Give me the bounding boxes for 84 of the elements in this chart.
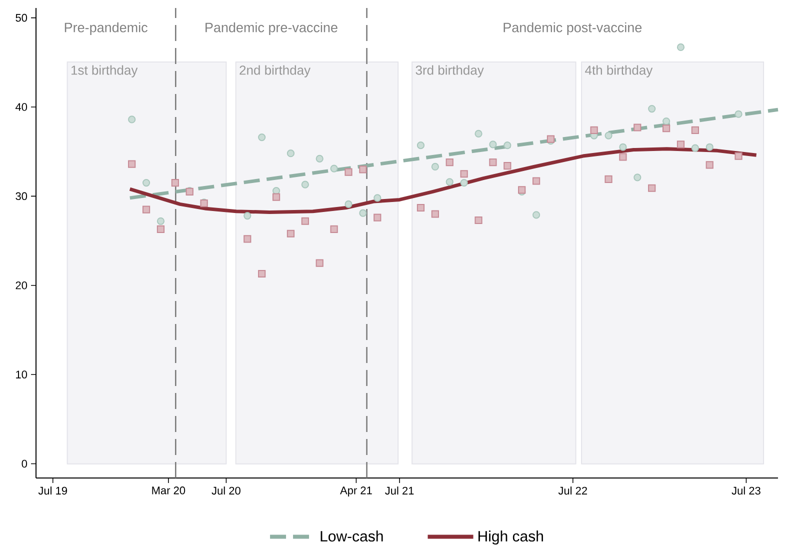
point xyxy=(691,126,699,134)
point xyxy=(344,168,352,176)
point xyxy=(128,160,136,168)
point xyxy=(301,217,309,225)
point xyxy=(619,153,627,161)
point xyxy=(142,206,150,214)
point xyxy=(460,170,468,178)
band-label: 2nd birthday xyxy=(240,65,311,78)
band-label: 4th birthday xyxy=(585,65,653,78)
point xyxy=(532,211,540,219)
point xyxy=(156,225,165,233)
point xyxy=(431,162,439,171)
point xyxy=(604,132,612,140)
x-tick-label: Jul 20 xyxy=(212,486,240,495)
annotation: Pre-pandemic xyxy=(64,22,148,35)
point xyxy=(706,161,714,169)
point xyxy=(590,126,598,134)
point xyxy=(286,150,295,158)
point xyxy=(662,124,670,132)
line-series xyxy=(128,147,758,214)
point xyxy=(619,143,627,151)
point xyxy=(691,144,699,152)
y-tick-label: 30 xyxy=(16,192,28,200)
y-tick-label: 40 xyxy=(16,103,28,111)
point xyxy=(634,124,642,132)
point xyxy=(272,193,280,201)
point xyxy=(244,235,252,243)
y-tick-label: 20 xyxy=(16,281,28,290)
point xyxy=(171,178,179,187)
point xyxy=(662,117,670,126)
point xyxy=(648,184,656,192)
band-label: 3rd birthday xyxy=(416,65,484,78)
x-tick-label: Jul 21 xyxy=(385,486,414,495)
point xyxy=(258,270,266,278)
x-tick-label: Apr 21 xyxy=(340,486,372,496)
band-label: 1st birthday xyxy=(72,65,138,78)
point xyxy=(359,209,367,217)
point xyxy=(286,230,295,238)
point xyxy=(734,110,742,118)
point xyxy=(504,142,512,150)
point xyxy=(156,217,165,225)
point xyxy=(330,164,338,172)
legend-label: Low-cash xyxy=(320,530,383,542)
point xyxy=(359,166,367,174)
point xyxy=(489,140,497,148)
x-tick-label: Jul 23 xyxy=(732,486,760,495)
y-tick-label: 10 xyxy=(16,370,28,378)
point xyxy=(604,175,612,184)
point xyxy=(330,225,338,233)
point xyxy=(676,140,685,148)
x-tick-label: Jul 19 xyxy=(38,486,68,495)
point xyxy=(316,154,324,163)
point xyxy=(446,178,454,186)
point xyxy=(416,204,425,212)
x-tick-label: Jul 22 xyxy=(558,486,587,495)
point xyxy=(474,216,482,224)
point xyxy=(474,130,482,138)
point xyxy=(489,158,497,166)
point xyxy=(258,134,266,142)
point xyxy=(648,104,656,113)
point xyxy=(316,259,324,267)
point xyxy=(706,143,714,151)
point xyxy=(244,212,252,220)
point xyxy=(374,194,382,202)
x-tick-label: Mar 20 xyxy=(152,486,186,494)
y-tick-label: 0 xyxy=(22,460,28,468)
point xyxy=(734,152,742,160)
point xyxy=(142,178,150,187)
point xyxy=(344,200,352,208)
point xyxy=(446,158,454,166)
legend-label: High cash xyxy=(478,530,543,545)
point xyxy=(532,177,540,185)
annotation: Pandemic post-vaccine xyxy=(504,22,642,35)
point xyxy=(504,162,512,170)
point xyxy=(460,178,468,187)
point xyxy=(301,180,309,188)
y-tick-label: 50 xyxy=(16,14,28,22)
annotation: Pandemic pre-vaccine xyxy=(206,22,338,35)
point xyxy=(128,116,136,124)
point xyxy=(431,210,439,218)
point xyxy=(634,174,642,182)
point xyxy=(374,214,382,222)
point xyxy=(676,43,685,52)
point xyxy=(416,142,425,150)
